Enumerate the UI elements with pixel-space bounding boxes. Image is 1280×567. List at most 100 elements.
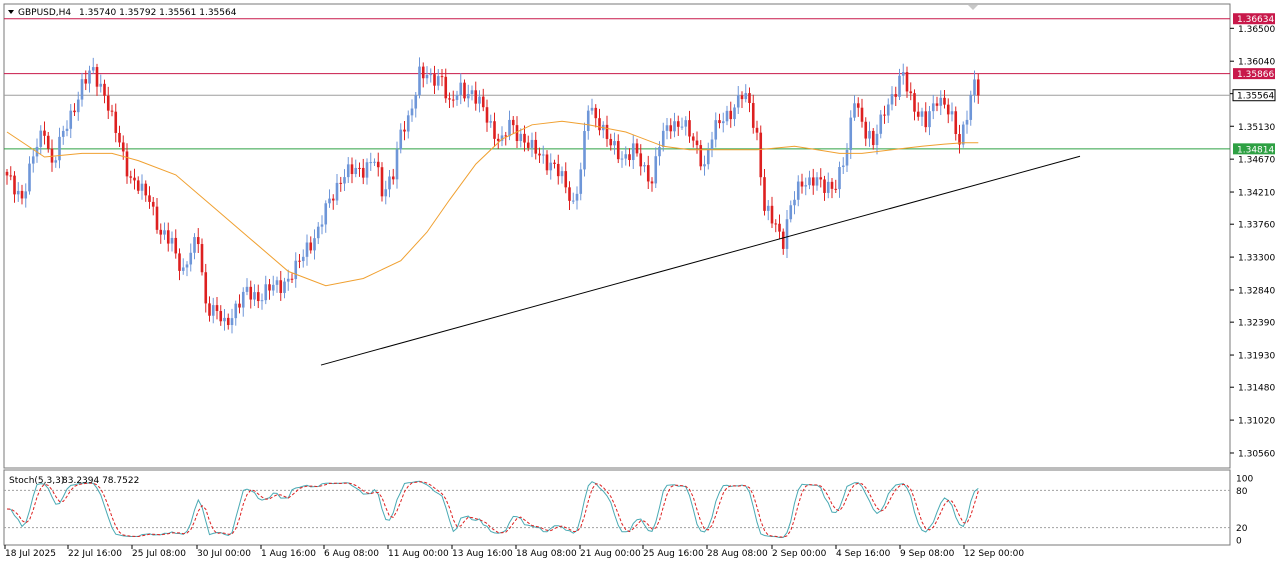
candle: [628, 148, 631, 167]
ascending-trendline[interactable]: [320, 155, 1081, 366]
ohlc-values: 1.35740 1.35792 1.35561 1.35564: [79, 8, 237, 18]
candle: [973, 70, 976, 103]
candle: [466, 84, 470, 108]
candle: [125, 143, 129, 184]
candle: [444, 68, 448, 103]
candle-body: [76, 99, 80, 113]
candle: [526, 135, 530, 152]
candle: [789, 200, 793, 223]
candle-body: [159, 229, 163, 235]
time-tick-label: 25 Jul 08:00: [132, 549, 186, 559]
candle: [841, 157, 845, 174]
time-tick-label: 4 Sep 16:00: [836, 549, 891, 559]
candle-body: [699, 145, 703, 167]
indicator-frame[interactable]: [3, 469, 1231, 546]
candle-body: [511, 119, 515, 126]
candle: [586, 105, 590, 140]
candle: [830, 178, 834, 199]
candle: [823, 175, 826, 201]
candle-body: [740, 95, 744, 100]
candle-body: [148, 195, 151, 202]
candle: [804, 177, 808, 196]
candle: [245, 278, 249, 296]
candle: [598, 108, 601, 136]
candle: [189, 243, 193, 272]
candle-body: [376, 161, 380, 168]
candle-body: [643, 165, 646, 167]
candle: [395, 141, 399, 189]
candle: [24, 183, 28, 208]
candle: [324, 200, 328, 233]
candle: [170, 231, 174, 252]
candle: [58, 127, 61, 169]
candle: [320, 215, 324, 235]
candle-body: [91, 67, 95, 71]
candle: [215, 297, 219, 320]
candle: [463, 79, 466, 102]
candle-body: [496, 138, 500, 141]
candle: [958, 124, 961, 154]
candle: [133, 168, 136, 190]
candle: [609, 133, 613, 151]
candle: [928, 105, 931, 136]
candle: [271, 275, 275, 296]
candle-body: [391, 176, 395, 180]
stochastic-scale-label: 80: [1236, 487, 1248, 497]
candle: [436, 69, 440, 91]
candle: [376, 152, 380, 177]
price-tick-label: 1.32390: [1238, 319, 1275, 329]
candle-body: [65, 128, 69, 131]
candle: [69, 104, 73, 139]
candle-body: [815, 177, 819, 186]
candle-body: [54, 160, 58, 163]
bid-badge: [1232, 89, 1276, 102]
dropdown-arrow-icon[interactable]: [8, 10, 14, 14]
bid-text: 1.35564: [1237, 92, 1274, 102]
candle: [13, 171, 16, 203]
price-tick-label: 1.36500: [1238, 25, 1275, 35]
candle-body: [384, 189, 388, 197]
candle: [31, 149, 35, 173]
candle: [148, 186, 151, 209]
candle: [28, 156, 31, 195]
candlestick-series: [5, 57, 980, 334]
candle: [110, 104, 114, 117]
price-tick-label: 1.33760: [1238, 221, 1275, 231]
candle: [650, 177, 654, 192]
main-chart-frame[interactable]: [3, 3, 1231, 469]
candle-body: [714, 120, 718, 140]
moving-average-line: [6, 120, 979, 287]
candle-body: [909, 91, 913, 94]
candle: [553, 159, 556, 169]
candle-body: [388, 176, 391, 190]
candle: [763, 169, 766, 216]
candle: [680, 117, 684, 130]
support-text: 1.34814: [1237, 145, 1274, 155]
time-tick-label: 9 Sep 08:00: [900, 549, 955, 559]
candle: [935, 96, 939, 112]
candle-body: [43, 130, 46, 136]
candle: [470, 85, 474, 101]
candle-body: [399, 129, 403, 150]
candle: [234, 300, 238, 326]
candle-body: [73, 110, 76, 113]
candle-body: [928, 111, 931, 128]
candle-body: [721, 121, 725, 124]
candle: [388, 169, 391, 198]
time-tick-label: 2 Sep 00:00: [772, 549, 827, 559]
candle-body: [646, 165, 650, 182]
candle: [740, 91, 744, 109]
candle-body: [350, 164, 354, 175]
candle: [279, 270, 283, 301]
candle: [455, 90, 459, 106]
shift-marker-icon[interactable]: [968, 5, 978, 10]
candle-body: [58, 136, 61, 161]
candle: [568, 181, 571, 210]
candle-body: [418, 66, 421, 96]
candle-body: [309, 242, 313, 251]
candle: [939, 90, 943, 116]
candle-body: [946, 104, 950, 115]
candle-body: [470, 90, 474, 94]
candle-body: [920, 111, 924, 117]
